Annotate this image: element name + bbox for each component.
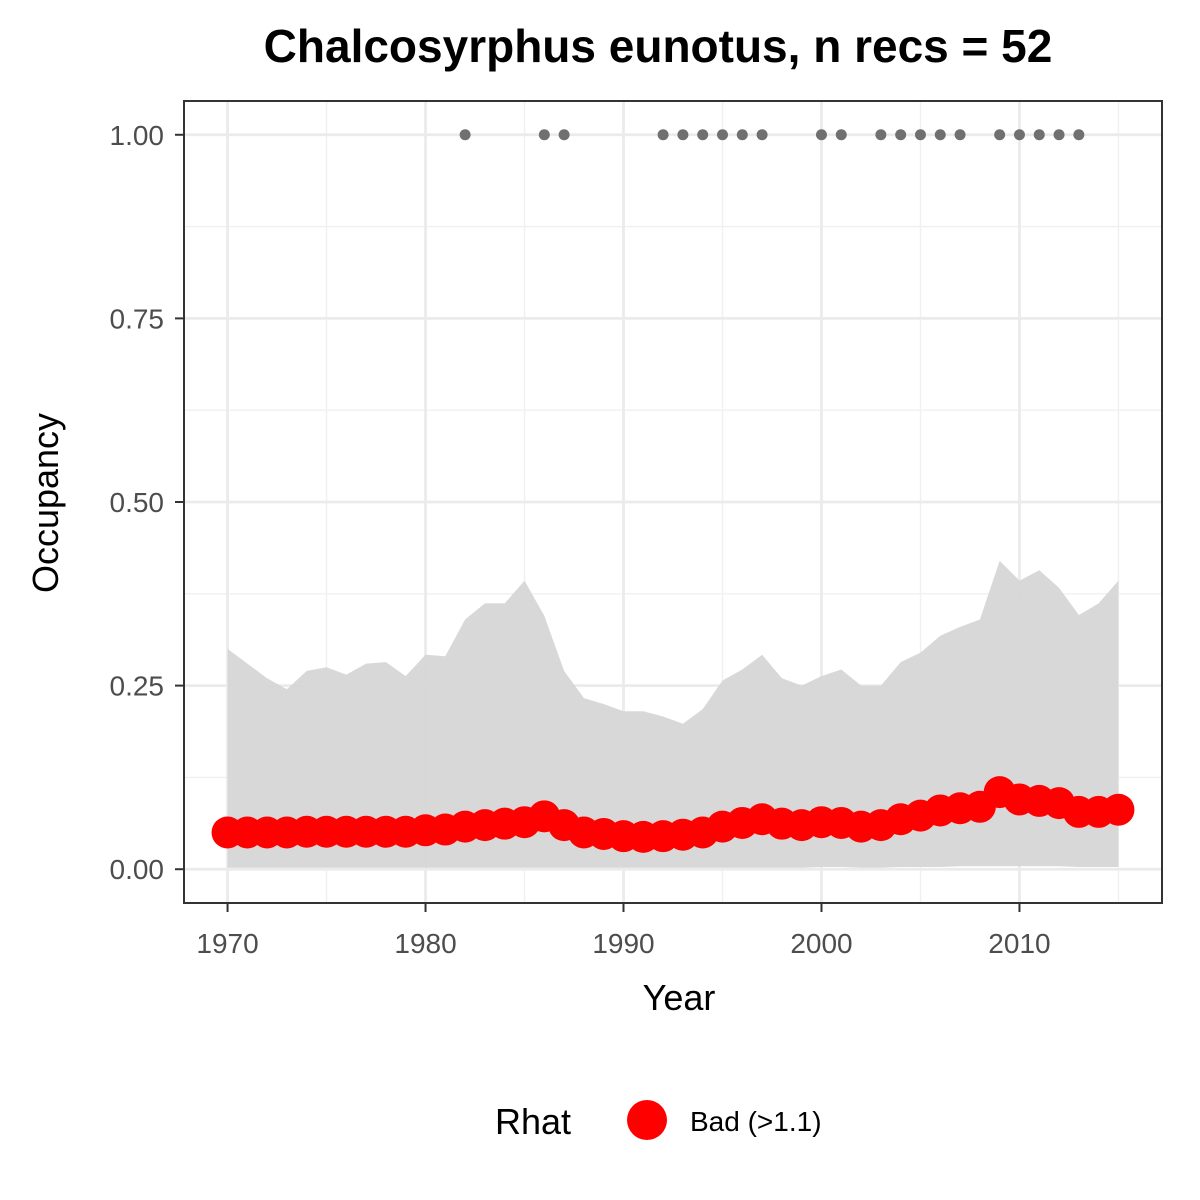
record-point: [657, 129, 669, 141]
x-tick-label: 1990: [592, 928, 654, 959]
record-point: [1073, 129, 1085, 141]
y-tick-label: 0.75: [110, 303, 165, 334]
record-point: [697, 129, 709, 141]
x-tick-label: 1970: [196, 928, 258, 959]
record-point: [1013, 129, 1025, 141]
y-tick-label: 0.50: [110, 487, 165, 518]
legend-label-bad: Bad (>1.1): [690, 1106, 822, 1137]
record-point: [835, 129, 847, 141]
record-point: [538, 129, 550, 141]
chart-title: Chalcosyrphus eunotus, n recs = 52: [264, 20, 1053, 72]
record-point: [756, 129, 768, 141]
legend: Rhat Bad (>1.1): [495, 1100, 822, 1142]
record-point: [914, 129, 926, 141]
record-point: [459, 129, 471, 141]
record-point: [954, 129, 966, 141]
y-tick-label: 0.00: [110, 854, 165, 885]
record-point: [716, 129, 728, 141]
x-tick-label: 2010: [988, 928, 1050, 959]
record-point: [994, 129, 1006, 141]
plot-area: [183, 100, 1163, 904]
y-axis-title: Occupancy: [25, 413, 66, 593]
x-tick-label: 1980: [394, 928, 456, 959]
y-tick-label: 1.00: [110, 120, 165, 151]
x-tick-label: 2000: [790, 928, 852, 959]
legend-title: Rhat: [495, 1101, 571, 1142]
credible-interval-ribbon: [227, 560, 1119, 868]
record-point: [895, 129, 907, 141]
record-point: [736, 129, 748, 141]
record-point: [934, 129, 946, 141]
y-tick-label: 0.25: [110, 671, 165, 702]
record-point: [1033, 129, 1045, 141]
record-point: [1053, 129, 1065, 141]
record-point: [875, 129, 887, 141]
record-point: [677, 129, 689, 141]
record-point: [558, 129, 570, 141]
record-point: [815, 129, 827, 141]
legend-key-bad: [627, 1100, 667, 1140]
occupancy-point: [1102, 793, 1135, 826]
x-axis-title: Year: [643, 977, 716, 1018]
